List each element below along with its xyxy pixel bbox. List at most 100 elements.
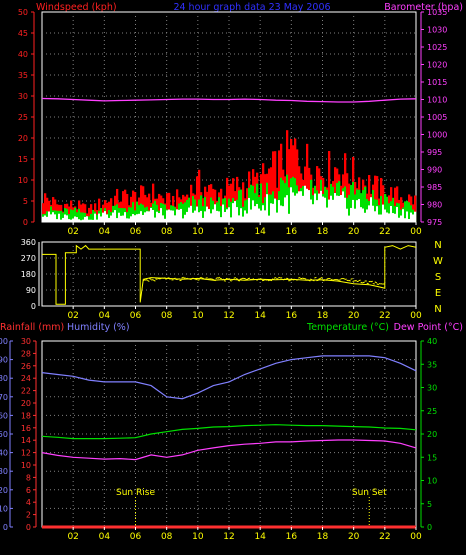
temp-panel-x-tick-label: 22 [379, 532, 390, 542]
humidity-axis-tick-label: 50 [0, 430, 8, 439]
rain-axis-tick-label: 30 [21, 337, 31, 346]
wind-speed-bar [352, 199, 355, 222]
wind-speed-bar [214, 204, 217, 222]
direction-jitter [247, 277, 251, 280]
rain-axis-tick-label: 2 [26, 511, 31, 520]
wind-average-bar [246, 199, 249, 222]
direction-axis-tick-label: 360 [21, 238, 36, 247]
temp-axis-tick-label: 10 [427, 477, 437, 486]
barometer-line [41, 97, 417, 103]
wind-speed-bar [336, 195, 339, 222]
wind-speed-bar [360, 207, 363, 222]
wind-average-bar [164, 204, 167, 222]
direction-jitter [366, 282, 369, 285]
direction-jitter [374, 281, 378, 284]
direction-panel-x-tick-label: 04 [99, 311, 111, 321]
wind-average-bar [68, 214, 71, 222]
wind-speed-bar [266, 194, 269, 222]
direction-jitter [189, 278, 192, 281]
compass-label: N [434, 304, 441, 315]
wind-gust-bar [414, 195, 417, 222]
baro-axis-tick-label: 1020 [427, 61, 447, 70]
wind-speed-bar [132, 214, 135, 222]
header-center-label: 24 hour graph data 23 May 2006 [173, 2, 330, 13]
wind-speed-bar [334, 193, 337, 222]
wind-axis-tick-label: 45 [18, 29, 28, 38]
wind-speed-bar [110, 215, 113, 222]
rain-axis-tick-label: 16 [21, 424, 31, 433]
wind-speed-bar [140, 211, 143, 222]
wind-speed-bar [308, 190, 311, 222]
wind-speed-bar [212, 209, 215, 222]
wind-speed-bar [228, 207, 231, 222]
direction-panel-x-tick-label: 16 [286, 311, 298, 321]
direction-jitter [273, 277, 277, 279]
wind-speed-bar [170, 210, 173, 222]
wind-average-bar [72, 210, 75, 222]
direction-jitter [155, 278, 158, 280]
wind-average-bar [182, 203, 185, 222]
wind-gust-bar [226, 177, 229, 222]
direction-jitter [267, 279, 271, 282]
wind-speed-bar [410, 212, 413, 222]
direction-line [42, 244, 417, 305]
direction-jitter [294, 278, 297, 281]
wind-average-bar [210, 197, 213, 222]
baro-axis-tick-label: 980 [427, 201, 442, 210]
wind-panel-x-tick-label: 08 [161, 227, 173, 237]
wind-speed-bar [172, 210, 175, 222]
wind-speed-bar [260, 210, 263, 222]
wind-average-bar [46, 211, 49, 222]
wind-speed-bar [82, 219, 85, 222]
baro-axis-tick-label: 1005 [427, 113, 447, 122]
wind-panel-x-tick-label: 06 [130, 227, 142, 237]
wind-speed-bar [380, 214, 383, 222]
wind-speed-bar [208, 209, 211, 222]
wind-speed-bar [362, 208, 365, 222]
wind-speed-bar [252, 200, 255, 222]
wind-axis-tick-label: 0 [23, 218, 28, 227]
humidity-axis-tick-label: 20 [0, 486, 8, 495]
direction-jitter [145, 279, 148, 281]
wind-speed-bar [364, 212, 367, 222]
wind-speed-bar [286, 195, 289, 222]
wind-average-bar [116, 204, 119, 222]
direction-axis-tick-label: 180 [21, 270, 36, 279]
baro-axis-tick-label: 1010 [427, 96, 447, 105]
wind-average-bar [62, 212, 65, 222]
rain-axis-tick-label: 20 [21, 399, 31, 408]
wind-axis-tick-label: 25 [18, 113, 28, 122]
wind-speed-bar [366, 209, 369, 222]
direction-jitter [370, 280, 373, 283]
baro-axis-tick-label: 990 [427, 166, 442, 175]
wind-speed-bar [400, 215, 403, 222]
wind-speed-bar [162, 215, 165, 222]
wind-gust-bar [278, 150, 281, 222]
wind-average-bar [240, 189, 243, 222]
wind-speed-bar [242, 216, 245, 222]
wind-speed-bar [126, 218, 129, 222]
wind-speed-bar [44, 215, 47, 222]
direction-jitter [320, 276, 323, 279]
wind-speed-bar [70, 219, 73, 222]
direction-jitter [149, 278, 152, 280]
wind-speed-bar [332, 199, 335, 222]
temp-axis-tick-label: 35 [427, 360, 437, 369]
wind-speed-bar [264, 210, 267, 222]
wind-speed-bar [150, 207, 153, 222]
wind-average-bar [130, 207, 133, 222]
wind-average-bar [184, 202, 187, 222]
wind-speed-bar [188, 207, 191, 222]
wind-average-bar [108, 210, 111, 222]
wind-speed-bar [166, 210, 169, 222]
direction-jitter [151, 279, 154, 281]
direction-jitter [193, 277, 196, 280]
compass-label: S [435, 272, 441, 283]
header-right-label: Barometer (hpa) [384, 2, 463, 13]
direction-jitter [251, 278, 255, 281]
wind-average-bar [50, 206, 53, 222]
wind-speed-bar [276, 212, 279, 222]
wind-speed-bar [86, 216, 89, 222]
wind-panel-x-tick-label: 18 [317, 227, 329, 237]
wind-gust-bar [122, 191, 125, 222]
